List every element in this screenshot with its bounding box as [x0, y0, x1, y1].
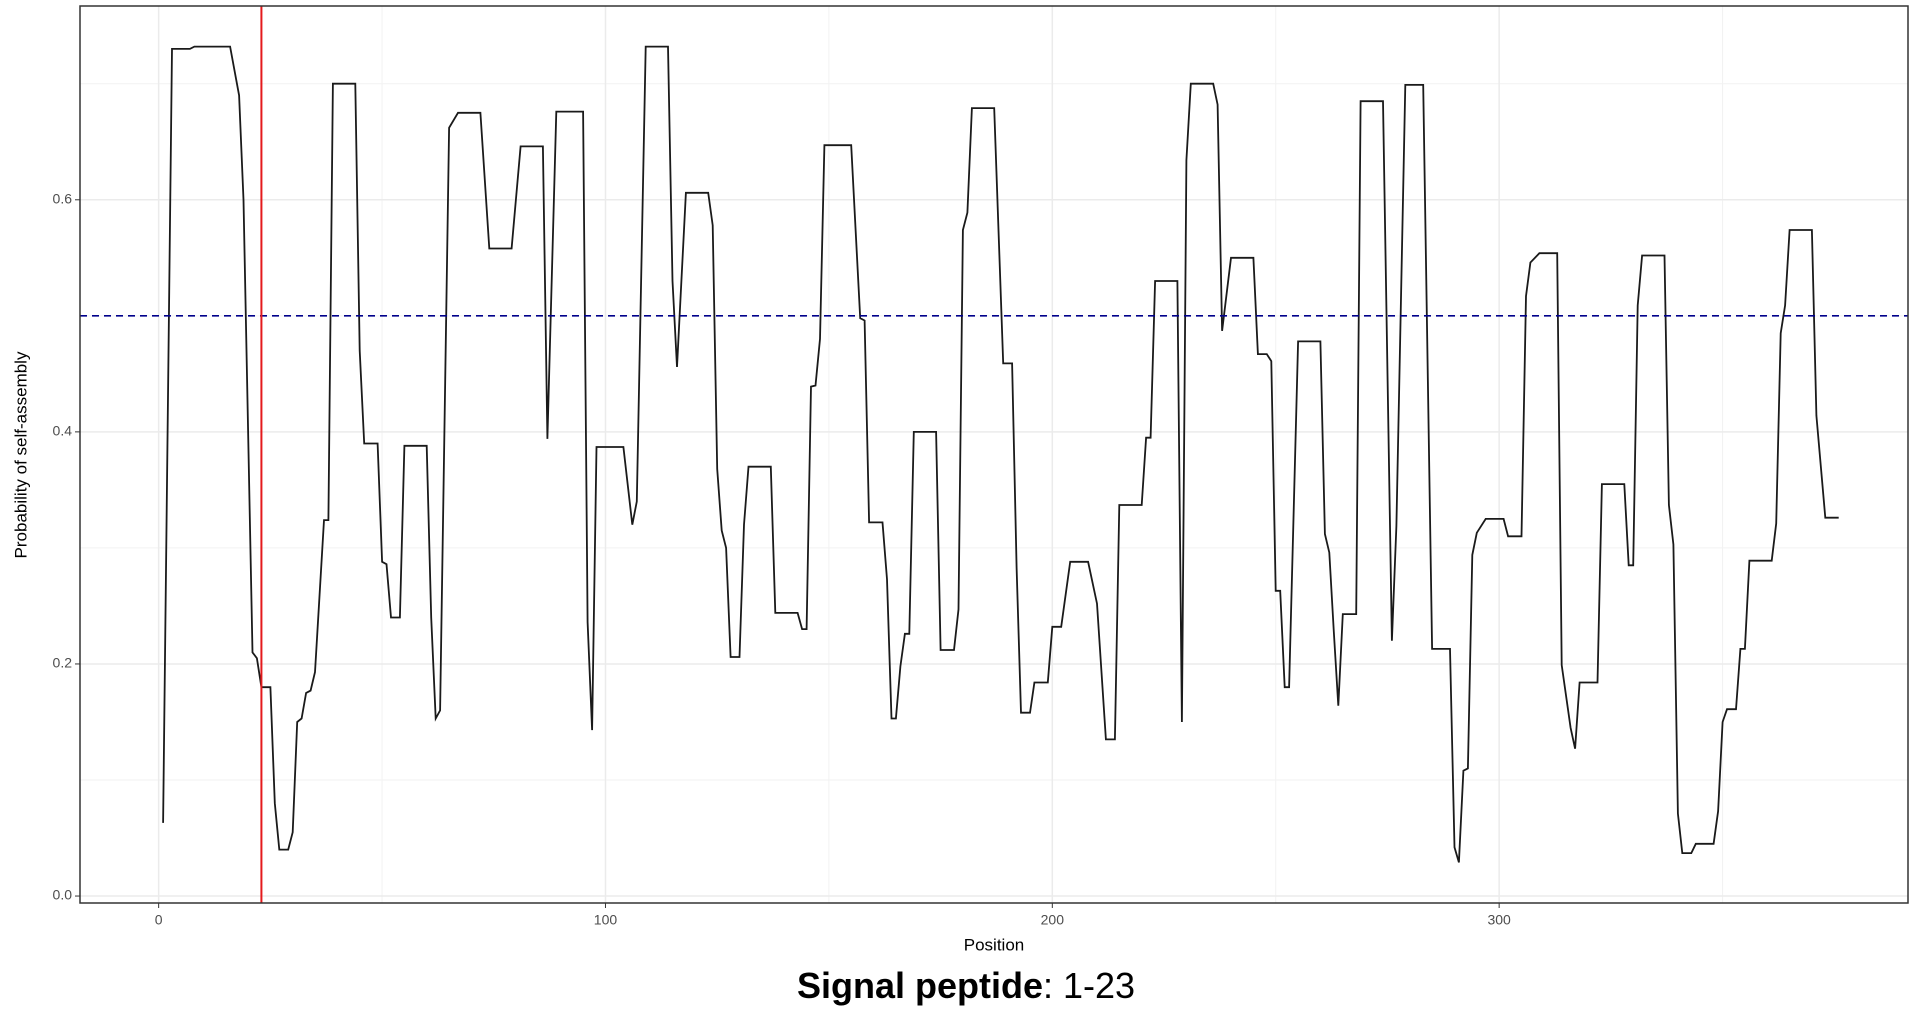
x-axis-title: Position [964, 935, 1024, 954]
y-tick-label: 0.4 [53, 423, 73, 439]
plot-background [80, 6, 1908, 903]
y-tick-label: 0.0 [53, 887, 73, 903]
x-tick-label: 200 [1041, 912, 1065, 928]
x-tick-label: 300 [1487, 912, 1511, 928]
caption-bold: Signal peptide [797, 965, 1043, 1006]
caption-text: : 1-23 [1043, 965, 1135, 1006]
y-axis-title: Probability of self-assembly [11, 351, 30, 558]
plot-border [79, 5, 1909, 904]
data-line [162, 45, 1839, 863]
y-tick-label: 0.6 [53, 190, 73, 206]
x-tick-label: 0 [155, 912, 163, 928]
y-tick-label: 0.2 [53, 655, 73, 671]
caption: Signal peptide: 1-23 [797, 965, 1135, 1006]
x-tick-label: 100 [594, 912, 618, 928]
